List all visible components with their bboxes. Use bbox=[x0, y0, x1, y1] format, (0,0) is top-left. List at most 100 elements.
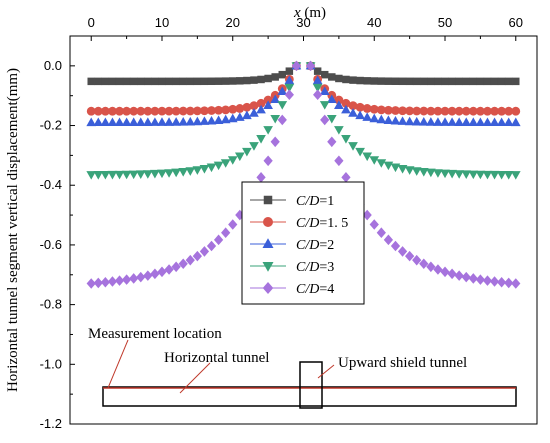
data-point bbox=[326, 94, 337, 104]
data-point bbox=[164, 169, 174, 178]
data-point bbox=[397, 165, 408, 174]
data-point bbox=[363, 77, 371, 85]
data-point bbox=[100, 276, 110, 288]
data-point bbox=[277, 101, 288, 110]
data-point bbox=[461, 170, 472, 179]
data-point bbox=[355, 102, 365, 112]
data-point bbox=[227, 156, 238, 165]
series-c-d-1 bbox=[87, 62, 520, 86]
data-point bbox=[334, 95, 344, 105]
data-point bbox=[136, 271, 146, 283]
data-point bbox=[178, 106, 188, 116]
data-point bbox=[376, 227, 386, 238]
data-point bbox=[108, 106, 117, 116]
data-point bbox=[108, 77, 117, 86]
data-point bbox=[384, 105, 393, 115]
data-point bbox=[122, 106, 132, 116]
data-point bbox=[405, 77, 414, 86]
data-point bbox=[256, 104, 266, 114]
data-point bbox=[490, 106, 499, 116]
data-point bbox=[390, 163, 401, 173]
data-point bbox=[157, 117, 167, 126]
data-point bbox=[185, 116, 196, 126]
data-point bbox=[312, 83, 323, 93]
data-point bbox=[150, 106, 160, 116]
data-point bbox=[468, 106, 478, 116]
data-point bbox=[213, 115, 224, 124]
data-point bbox=[504, 277, 514, 289]
data-point bbox=[461, 117, 472, 126]
shield-tunnel-arrow bbox=[317, 364, 335, 379]
data-point bbox=[143, 270, 153, 281]
horizontal-tunnel-box bbox=[102, 386, 517, 407]
data-point bbox=[341, 98, 351, 108]
data-point bbox=[263, 155, 273, 167]
data-point bbox=[221, 105, 231, 115]
data-point bbox=[468, 273, 478, 284]
data-point bbox=[313, 89, 323, 101]
y-tick-label: -1.2 bbox=[40, 416, 62, 431]
data-point bbox=[397, 116, 408, 125]
data-point bbox=[390, 115, 401, 125]
data-point bbox=[369, 219, 379, 230]
data-point bbox=[164, 264, 174, 275]
data-point bbox=[87, 77, 95, 86]
data-point bbox=[489, 276, 500, 287]
legend-label: C/D=4 bbox=[296, 282, 334, 297]
x-tick-label: 0 bbox=[88, 15, 95, 30]
data-point bbox=[476, 77, 485, 86]
data-point bbox=[242, 147, 252, 157]
legend: C/D=1 C/D=1. 5 C/D=2 C/D=3 C/D=4 bbox=[241, 181, 365, 305]
measurement-arrow bbox=[107, 339, 129, 389]
data-point bbox=[362, 209, 372, 221]
data-point bbox=[249, 101, 259, 111]
data-point bbox=[263, 126, 273, 135]
data-point bbox=[448, 77, 456, 86]
data-point bbox=[418, 117, 429, 126]
data-point bbox=[412, 77, 421, 86]
data-point bbox=[242, 102, 252, 112]
data-point bbox=[434, 77, 442, 86]
data-point bbox=[497, 276, 507, 288]
data-point bbox=[135, 117, 146, 126]
data-point bbox=[426, 261, 436, 273]
data-point bbox=[475, 170, 486, 180]
data-point bbox=[482, 170, 493, 180]
data-point bbox=[433, 106, 443, 116]
data-point bbox=[200, 77, 209, 86]
data-point bbox=[278, 70, 287, 79]
data-point bbox=[404, 166, 415, 175]
data-point bbox=[242, 110, 252, 120]
data-point bbox=[376, 159, 387, 168]
data-point bbox=[121, 117, 132, 127]
data-point bbox=[384, 77, 393, 85]
x-tick-label: 40 bbox=[367, 15, 381, 30]
data-point bbox=[136, 106, 146, 116]
data-point bbox=[107, 170, 118, 180]
data-point bbox=[348, 142, 358, 151]
data-point bbox=[369, 113, 380, 123]
series-group bbox=[86, 60, 521, 289]
data-point bbox=[93, 106, 103, 116]
data-point bbox=[511, 106, 521, 116]
data-point bbox=[369, 104, 379, 114]
data-point bbox=[158, 77, 166, 86]
measurement-location-label: Measurement location bbox=[88, 326, 222, 342]
data-point bbox=[256, 172, 266, 183]
upward-shield-tunnel-box bbox=[299, 361, 323, 409]
data-point bbox=[214, 77, 223, 85]
data-point bbox=[199, 116, 210, 125]
x-axis-title: x (m) bbox=[293, 5, 326, 21]
legend-marker bbox=[262, 262, 274, 272]
data-point bbox=[362, 112, 373, 121]
data-point bbox=[362, 104, 372, 113]
data-point bbox=[100, 106, 110, 116]
data-point bbox=[496, 170, 507, 180]
data-point bbox=[341, 172, 351, 183]
data-point bbox=[312, 75, 323, 85]
data-point bbox=[412, 254, 422, 266]
data-point bbox=[271, 73, 279, 81]
data-point bbox=[319, 101, 330, 110]
x-tick-label: 30 bbox=[296, 15, 310, 30]
data-point bbox=[418, 168, 429, 177]
